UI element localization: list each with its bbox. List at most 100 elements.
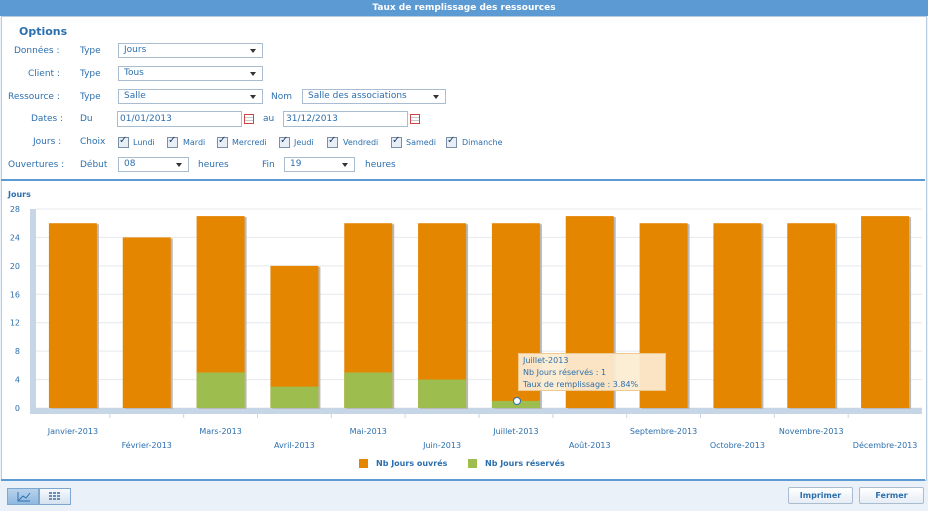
ressource-type-select[interactable]: Salle — [118, 89, 263, 104]
footer-separator — [1, 479, 925, 481]
fin-label: Fin — [262, 160, 275, 170]
checkbox-dimanche[interactable] — [446, 135, 457, 148]
chevron-down-icon — [176, 163, 182, 167]
chart-tooltip: Juillet-2013 Nb Jours réservés : 1 Taux … — [518, 353, 666, 391]
options-separator — [1, 179, 925, 181]
ressource-nom-label: Nom — [271, 92, 293, 102]
legend-swatch-ouvres — [359, 459, 368, 468]
y-tick-label: 16 — [10, 290, 20, 299]
bar-reserves — [344, 372, 393, 408]
tooltip-line-3: Taux de remplissage : 3.84% — [523, 380, 639, 389]
date-to-input[interactable]: 31/12/2013 — [283, 111, 408, 127]
donnees-type-select[interactable]: Jours — [118, 43, 263, 58]
dates-label: Dates : — [31, 114, 64, 124]
y-tick-label: 24 — [10, 233, 20, 242]
x-tick-label: Août-2013 — [569, 441, 611, 450]
bar-ouvres — [418, 223, 467, 408]
debut-label: Début — [80, 160, 108, 170]
bar-reserves — [418, 379, 467, 408]
x-tick-label: Janvier-2013 — [47, 427, 98, 436]
checkbox-samedi[interactable] — [391, 135, 402, 148]
y-tick-label: 28 — [10, 205, 20, 214]
ressource-label: Ressource : — [8, 92, 60, 102]
x-tick-label: Février-2013 — [122, 440, 172, 450]
y-tick-label: 0 — [15, 404, 20, 413]
date-from-input[interactable]: 01/01/2013 — [117, 111, 242, 127]
debut-select[interactable]: 08 — [118, 157, 189, 172]
ressource-nom-select[interactable]: Salle des associations — [302, 89, 446, 104]
bar-reserves — [196, 372, 245, 408]
ressource-nom-value: Salle des associations — [308, 91, 407, 101]
x-tick-label: Mars-2013 — [199, 427, 242, 436]
chevron-down-icon — [433, 95, 439, 99]
chevron-down-icon — [250, 72, 256, 76]
grid-icon — [49, 492, 60, 500]
bar-ouvres — [122, 237, 171, 408]
heures-label-1: heures — [198, 160, 229, 170]
day-label-dimanche: Dimanche — [462, 138, 503, 147]
print-button[interactable]: Imprimer — [788, 487, 853, 504]
tooltip-line-2: Nb Jours réservés : 1 — [523, 368, 607, 377]
x-tick-label: Décembre-2013 — [853, 440, 918, 450]
day-label-jeudi: Jeudi — [294, 138, 314, 147]
client-type-select[interactable]: Tous — [118, 66, 263, 81]
y-tick-label: 8 — [15, 347, 20, 356]
dates-du-label: Du — [80, 114, 93, 124]
tooltip-anchor-point — [513, 397, 521, 405]
heures-label-2: heures — [365, 160, 396, 170]
table-view-button[interactable] — [39, 488, 71, 505]
bar-chart: Jours 0 4 8 12 16 20 24 28 Janvier-2013 Février-20… — [7, 190, 922, 450]
legend-label-reserves[interactable]: Nb Jours réservés — [485, 459, 565, 468]
y-tick-label: 4 — [15, 376, 20, 385]
y-axis-title: Jours — [7, 190, 31, 199]
x-tick-label: Octobre-2013 — [710, 441, 765, 450]
day-label-samedi: Samedi — [406, 138, 436, 147]
chart-view-button[interactable] — [7, 488, 39, 505]
y-axis-bar — [30, 209, 36, 414]
day-label-vendredi: Vendredi — [343, 138, 379, 147]
options-title: Options — [19, 25, 68, 38]
calendar-icon[interactable] — [410, 114, 420, 124]
bar-ouvres — [713, 223, 762, 408]
checkbox-mardi[interactable] — [167, 135, 178, 148]
chevron-down-icon — [342, 163, 348, 167]
close-button[interactable]: Fermer — [859, 487, 924, 504]
client-type-label: Type — [80, 69, 101, 79]
donnees-type-label: Type — [80, 46, 101, 56]
fin-select[interactable]: 19 — [284, 157, 355, 172]
donnees-label: Données : — [14, 46, 60, 56]
calendar-icon[interactable] — [244, 114, 254, 124]
ouvertures-label: Ouvertures : — [8, 160, 65, 170]
day-label-mercredi: Mercredi — [232, 138, 267, 147]
checkbox-vendredi[interactable] — [327, 135, 338, 148]
client-label: Client : — [28, 69, 60, 79]
bar-ouvres — [861, 216, 910, 408]
chevron-down-icon — [250, 95, 256, 99]
x-tick-label: Mai-2013 — [350, 427, 387, 436]
x-tick-label: Novembre-2013 — [779, 427, 844, 436]
day-label-mardi: Mardi — [183, 138, 206, 147]
line-chart-icon — [17, 492, 31, 502]
x-tick-label: Juillet-2013 — [492, 427, 538, 436]
client-type-value: Tous — [124, 68, 144, 78]
dates-au-label: au — [263, 114, 275, 124]
x-axis-bar — [30, 408, 922, 414]
bar-ouvres — [48, 223, 97, 408]
bar-ouvres — [270, 265, 319, 408]
checkbox-lundi[interactable] — [118, 135, 129, 148]
donnees-type-value: Jours — [124, 45, 147, 55]
tooltip-line-1: Juillet-2013 — [523, 356, 569, 365]
fin-value: 19 — [290, 159, 302, 169]
y-tick-label: 12 — [10, 319, 20, 328]
ressource-type-label: Type — [80, 92, 101, 102]
x-tick-label: Juin-2013 — [422, 441, 461, 450]
jours-choix-label: Choix — [80, 137, 106, 147]
x-tick-label: Avril-2013 — [274, 441, 315, 450]
debut-value: 08 — [124, 159, 136, 169]
checkbox-mercredi[interactable] — [217, 135, 228, 148]
x-tick-label: Septembre-2013 — [630, 427, 697, 436]
legend-label-ouvres[interactable]: Nb Jours ouvrés — [376, 459, 448, 468]
ressource-type-value: Salle — [124, 91, 146, 101]
jours-label: Jours : — [33, 137, 62, 147]
checkbox-jeudi[interactable] — [279, 135, 290, 148]
